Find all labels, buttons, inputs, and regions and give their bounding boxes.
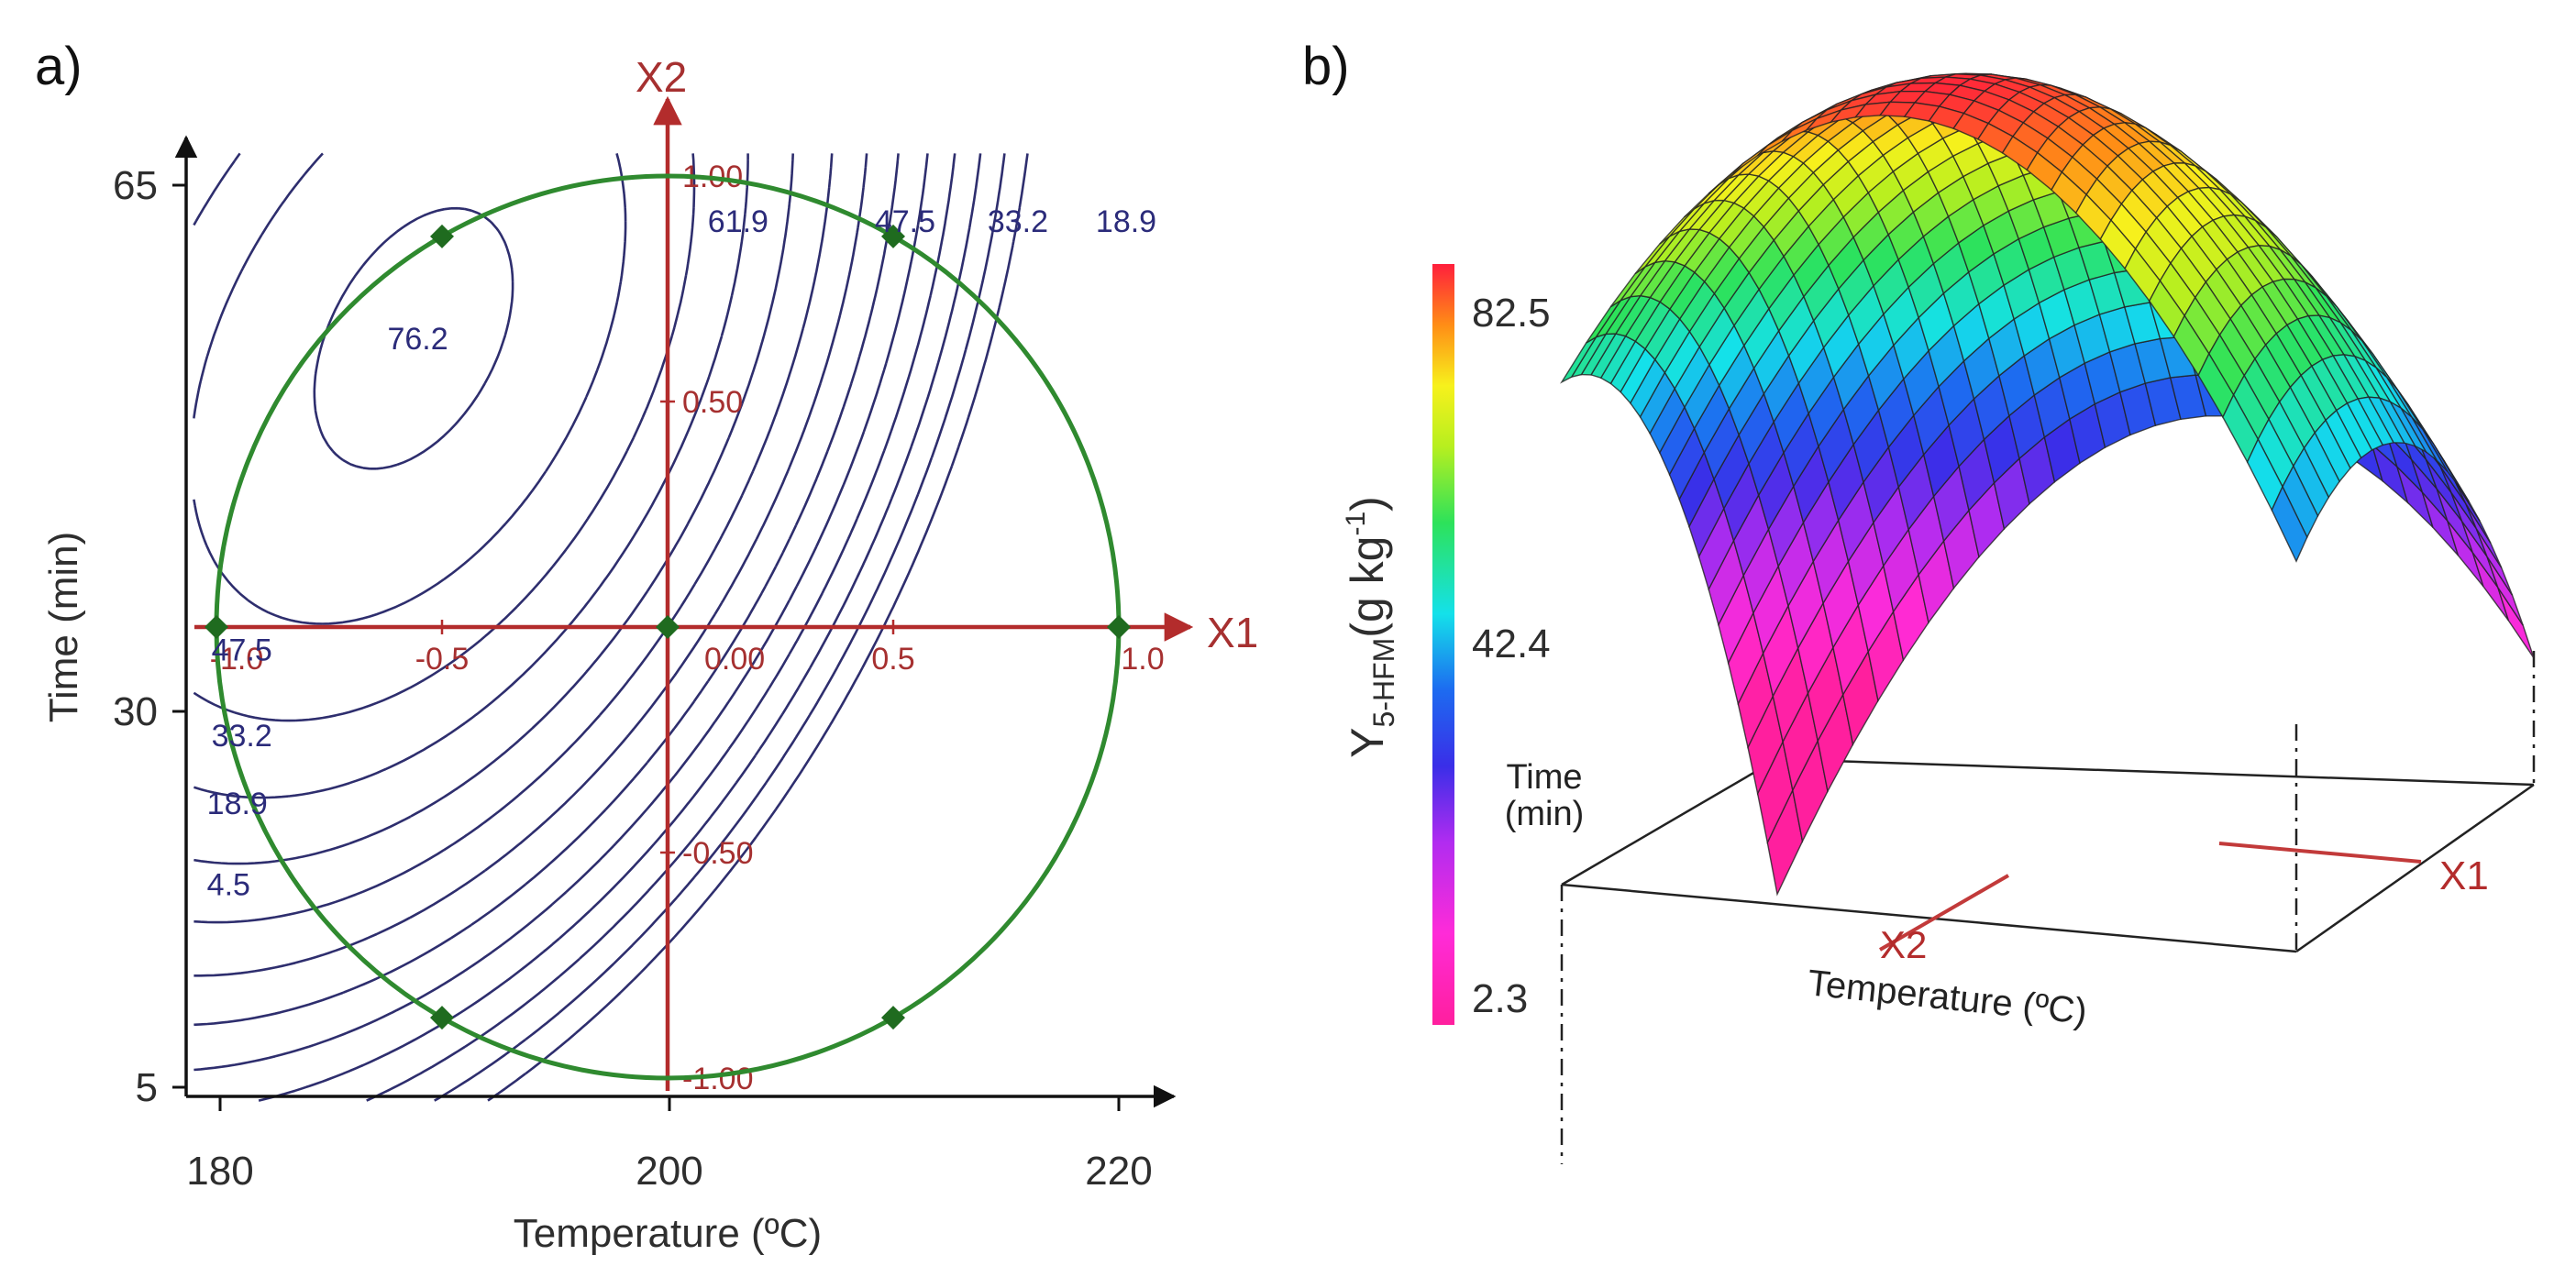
contour-line bbox=[193, 153, 868, 977]
panel-a-label: a) bbox=[35, 37, 83, 96]
design-point-marker bbox=[656, 615, 680, 639]
coded-x-tick-label: 0.00 bbox=[704, 642, 765, 677]
x-tick-label: 180 bbox=[186, 1149, 253, 1194]
colorbar-ticks: 82.5 42.4 2.3 bbox=[1472, 291, 1551, 1021]
coded-x1-name: X1 bbox=[1207, 609, 1258, 656]
design-point-marker bbox=[430, 224, 454, 248]
x2-axis-line-3d bbox=[1878, 874, 2010, 952]
response-surface bbox=[1560, 72, 2535, 897]
contour-value-label: 18.9 bbox=[1096, 204, 1156, 239]
z-axis-title: Y5-HFM(g kg-1) bbox=[1341, 496, 1400, 758]
y-axis-title: Time (min) bbox=[41, 532, 86, 723]
design-point-marker bbox=[881, 224, 905, 248]
surface-cell bbox=[2497, 587, 2535, 659]
y-tick-label: 5 bbox=[136, 1065, 158, 1110]
contour-line bbox=[193, 153, 929, 1072]
coded-x-tick-label: 1.0 bbox=[1121, 642, 1164, 677]
contour-line bbox=[313, 206, 514, 470]
colorbar bbox=[1432, 264, 1454, 1025]
z-axis-title-main: Y bbox=[1342, 727, 1393, 757]
time-label-3d-line1: Time bbox=[1506, 758, 1582, 797]
coded-y-tick-label: -0.50 bbox=[682, 836, 754, 871]
y-tick-label: 65 bbox=[113, 163, 158, 208]
design-point-marker bbox=[205, 615, 228, 639]
contour-line bbox=[258, 153, 956, 1102]
coded-ticks: -1.0 -0.5 0.00 0.5 1.01.000.50-0.50-1.00 bbox=[210, 160, 1165, 1096]
colorbar-tick-label: 82.5 bbox=[1472, 291, 1551, 336]
contour-line bbox=[193, 153, 749, 799]
design-point-marker bbox=[881, 1006, 905, 1030]
contour-value-label: 33.2 bbox=[988, 204, 1048, 239]
x-tick-label: 200 bbox=[636, 1149, 702, 1194]
axis-ticks: 180 200 220 5 30 65 bbox=[113, 163, 1153, 1194]
colorbar-tick-label: 2.3 bbox=[1472, 976, 1528, 1021]
time-label-3d-line2: (min) bbox=[1505, 795, 1585, 833]
x1-axis-label-3d: X1 bbox=[2439, 853, 2489, 898]
contour-line bbox=[434, 153, 1006, 1102]
temperature-label-3d: Temperature (ºC) bbox=[1806, 963, 2089, 1032]
contour-line bbox=[193, 153, 794, 865]
contour-line bbox=[193, 152, 696, 722]
contour-line bbox=[193, 153, 900, 1027]
coded-y-tick-label: 0.50 bbox=[682, 385, 743, 420]
x2-axis-label-3d: X2 bbox=[1880, 923, 1927, 966]
contour-value-label: 76.2 bbox=[387, 322, 448, 357]
contour-labels: 76.2 61.9 47.5 33.2 18.9 47.5 33.2 18.9 4.5 bbox=[207, 204, 1156, 902]
contour-value-label: 33.2 bbox=[212, 719, 272, 754]
y-tick-label: 30 bbox=[113, 689, 158, 734]
z-axis-title-exp: -1 bbox=[1341, 512, 1371, 536]
coded-x-tick-label: -0.5 bbox=[415, 642, 470, 677]
contour-value-label: 4.5 bbox=[207, 867, 250, 902]
contour-value-label: 18.9 bbox=[207, 787, 268, 821]
contour-line bbox=[193, 153, 834, 924]
z-axis-title-sub: 5-HFM bbox=[1367, 638, 1400, 728]
coded-x2-name: X2 bbox=[636, 53, 687, 101]
contour-value-label: 61.9 bbox=[708, 204, 768, 239]
contour-line bbox=[366, 153, 982, 1102]
contour-value-label: 47.5 bbox=[212, 633, 272, 668]
x1-axis-line-3d bbox=[2218, 842, 2422, 864]
contour-value-label: 47.5 bbox=[875, 204, 935, 239]
panel-b-label: b) bbox=[1302, 37, 1350, 96]
contour-line bbox=[193, 152, 627, 625]
colorbar-tick-label: 42.4 bbox=[1472, 622, 1551, 666]
design-point-marker bbox=[430, 1006, 454, 1030]
coded-x-tick-label: 0.5 bbox=[871, 642, 914, 677]
design-points bbox=[205, 224, 1131, 1030]
surface-cell bbox=[2271, 485, 2308, 563]
panel-b-surface-plot: b) 82.5 42.4 2.3 Y5-HFM(g kg-1) X1 X2 Temp… bbox=[1302, 37, 2536, 1164]
design-point-marker bbox=[1107, 615, 1131, 639]
surface-base-box bbox=[1560, 651, 2536, 1164]
x-axis-title: Temperature (ºC) bbox=[514, 1211, 822, 1256]
contour-line bbox=[487, 153, 1029, 1102]
x-tick-label: 220 bbox=[1085, 1149, 1152, 1194]
z-axis-title-close: ) bbox=[1342, 496, 1393, 512]
z-axis-title-unit: (g kg bbox=[1342, 536, 1393, 638]
